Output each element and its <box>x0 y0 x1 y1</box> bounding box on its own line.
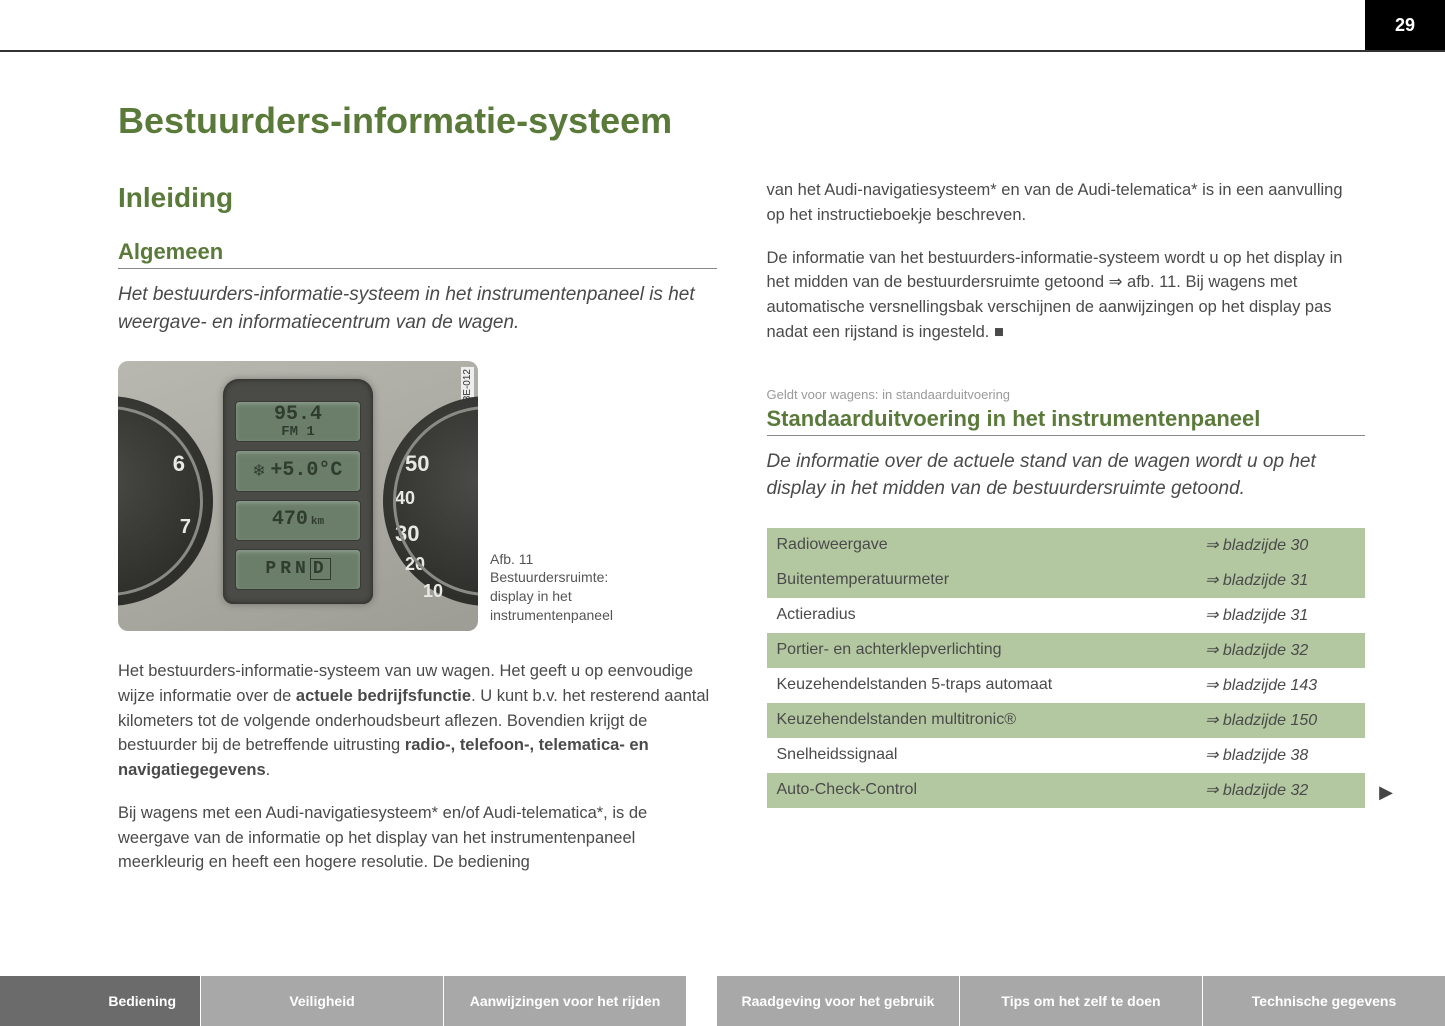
gauge-mark: 20 <box>405 554 425 575</box>
range-unit: km <box>311 516 324 528</box>
page-number: 29 <box>1365 0 1445 50</box>
gauge-mark: 50 <box>405 451 429 477</box>
row-page-ref: ⇒ bladzijde 31 <box>1195 598 1365 633</box>
top-rule <box>0 50 1445 52</box>
right-gauge: 50 40 30 20 10 <box>383 396 478 606</box>
intro-text: Het bestuurders-informatie-systeem in he… <box>118 281 717 336</box>
reference-table: Radioweergave⇒ bladzijde 30Buitentempera… <box>767 528 1366 808</box>
radio-freq: 95.4 <box>274 405 322 425</box>
row-label: Keuzehendelstanden 5-traps automaat <box>767 668 1196 703</box>
row-page-ref: ⇒ bladzijde 143 <box>1195 668 1365 703</box>
intro-text-2: De informatie over de actuele stand van … <box>767 448 1366 503</box>
display-temp: ❄ +5.0°C <box>235 450 361 491</box>
row-page-ref: ⇒ bladzijde 38 <box>1195 738 1365 773</box>
row-label: Auto-Check-Control <box>767 773 1196 808</box>
table-row: Auto-Check-Control⇒ bladzijde 32 <box>767 773 1366 808</box>
content-area: Bestuurders-informatie-systeem Inleiding… <box>118 100 1365 956</box>
section-title: Inleiding <box>118 182 717 214</box>
tab-bediening[interactable]: Bediening <box>0 976 200 1026</box>
applies-to-note: Geldt voor wagens: in standaarduitvoerin… <box>767 387 1366 402</box>
row-page-ref: ⇒ bladzijde 30 <box>1195 528 1365 563</box>
dashboard-image: B8E-012 6 7 50 40 30 20 10 95.4 FM 1 <box>118 361 478 631</box>
table-row: Actieradius⇒ bladzijde 31 <box>767 598 1366 633</box>
tab-tips[interactable]: Tips om het zelf te doen <box>959 976 1202 1026</box>
gauge-mark: 40 <box>395 488 415 509</box>
gauge-mark: 30 <box>395 521 419 547</box>
row-label: Actieradius <box>767 598 1196 633</box>
display-radio: 95.4 FM 1 <box>235 401 361 442</box>
radio-band: FM 1 <box>281 425 315 439</box>
display-range: 470km <box>235 500 361 541</box>
body-para-1: Het bestuurders-informatie-systeem van u… <box>118 659 717 783</box>
range-value: 470 <box>272 508 308 531</box>
center-display: 95.4 FM 1 ❄ +5.0°C 470km PRND <box>223 379 373 604</box>
figure: B8E-012 6 7 50 40 30 20 10 95.4 FM 1 <box>118 361 717 631</box>
tab-raadgeving[interactable]: Raadgeving voor het gebruik <box>716 976 959 1026</box>
tab-veiligheid[interactable]: Veiligheid <box>200 976 443 1026</box>
subsection-algemeen: Algemeen <box>118 239 717 269</box>
gauge-mark: 10 <box>423 581 443 602</box>
tab-technische[interactable]: Technische gegevens <box>1202 976 1445 1026</box>
continue-arrow-icon: ▶ <box>1379 782 1393 803</box>
right-column: van het Audi-navigatiesysteem* en van de… <box>767 100 1366 956</box>
cont-para-1: van het Audi-navigatiesysteem* en van de… <box>767 178 1366 228</box>
row-label: Keuzehendelstanden multitronic® <box>767 703 1196 738</box>
display-gear: PRND <box>235 549 361 590</box>
row-page-ref: ⇒ bladzijde 31 <box>1195 563 1365 598</box>
table-row: Radioweergave⇒ bladzijde 30 <box>767 528 1366 563</box>
table-row: Buitentemperatuurmeter⇒ bladzijde 31 <box>767 563 1366 598</box>
cont-para-2: De informatie van het bestuurders-inform… <box>767 246 1366 345</box>
table-row: Keuzehendelstanden 5-traps automaat⇒ bla… <box>767 668 1366 703</box>
row-page-ref: ⇒ bladzijde 32 <box>1195 633 1365 668</box>
gauge-mark: 7 <box>180 516 191 539</box>
footer-tabs: Bediening Veiligheid Aanwijzingen voor h… <box>0 976 1445 1026</box>
row-page-ref: ⇒ bladzijde 150 <box>1195 703 1365 738</box>
figure-caption: Afb. 11 Bestuurdersruimte: display in he… <box>490 550 655 632</box>
row-label: Radioweergave <box>767 528 1196 563</box>
table-row: Snelheidssignaal⇒ bladzijde 38 <box>767 738 1366 773</box>
body-para-2: Bij wagens met een Audi-navigatiesysteem… <box>118 801 717 875</box>
row-label: Portier- en achterklepverlichting <box>767 633 1196 668</box>
left-column: Bestuurders-informatie-systeem Inleiding… <box>118 100 717 956</box>
table-row: Portier- en achterklepverlichting⇒ bladz… <box>767 633 1366 668</box>
table-row: Keuzehendelstanden multitronic®⇒ bladzij… <box>767 703 1366 738</box>
gauge-mark: 6 <box>173 451 185 477</box>
snowflake-icon: ❄ <box>254 460 265 482</box>
main-title: Bestuurders-informatie-systeem <box>118 100 717 142</box>
tab-gap <box>686 976 716 1026</box>
temp-value: +5.0°C <box>270 459 342 482</box>
tab-aanwijzingen[interactable]: Aanwijzingen voor het rijden <box>443 976 686 1026</box>
row-label: Snelheidssignaal <box>767 738 1196 773</box>
row-label: Buitentemperatuurmeter <box>767 563 1196 598</box>
subsection-standaard: Standaarduitvoering in het instrumentenp… <box>767 406 1366 436</box>
row-page-ref: ⇒ bladzijde 32 <box>1195 773 1365 808</box>
left-gauge: 6 7 <box>118 396 213 606</box>
